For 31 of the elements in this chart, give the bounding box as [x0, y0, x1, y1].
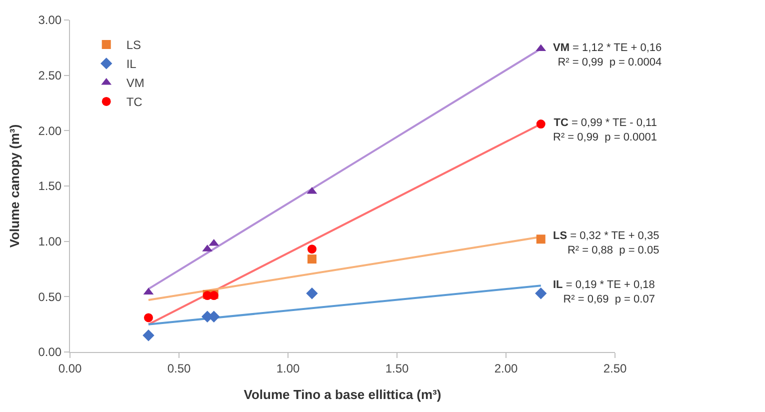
point — [307, 244, 316, 254]
legend-label: IL — [126, 57, 137, 72]
y-tick-label: 2.00 — [38, 124, 62, 138]
y-tick-label: 1.50 — [38, 179, 62, 194]
annotation: IL = 0,19 * TE + 0,18 R² = 0,69 p = 0.07 — [553, 279, 655, 306]
point — [142, 330, 154, 342]
annotation: TC = 0,99 * TE - 0,11 R² = 0,99 p = 0.0001 — [553, 117, 657, 144]
x-tick-label: 1.50 — [385, 361, 409, 376]
legend-label: LS — [126, 38, 142, 52]
point — [306, 288, 318, 300]
point — [536, 234, 546, 244]
point — [307, 254, 316, 264]
annotation: VM = 1,12 * TE + 0,16 R² = 0,99 p = 0.0004 — [553, 42, 662, 68]
x-tick-label: 0.00 — [58, 361, 82, 376]
y-tick-label: 0.50 — [38, 290, 62, 304]
y-tick-label: 0.00 — [38, 345, 62, 360]
y-axis-title: Volume canopy (m³) — [7, 124, 22, 248]
x-axis-title: Volume Tino a base ellittica (m³) — [244, 387, 442, 402]
point — [535, 288, 547, 300]
legend-label: TC — [126, 95, 143, 110]
y-tick-label: 2.50 — [38, 68, 62, 83]
legend-label: VM — [126, 76, 144, 90]
x-tick-label: 2.00 — [494, 361, 518, 376]
point — [536, 120, 546, 129]
x-tick-label: 0.50 — [167, 361, 191, 376]
x-tick-label: 1.00 — [276, 361, 300, 376]
annotation: LS = 0,32 * TE + 0,35 R² = 0,88 p = 0.05 — [553, 230, 660, 256]
x-tick-label: 2.50 — [603, 361, 627, 376]
y-tick-label: 1.00 — [38, 234, 62, 249]
point — [144, 313, 153, 322]
y-tick-label: 3.00 — [38, 13, 62, 28]
